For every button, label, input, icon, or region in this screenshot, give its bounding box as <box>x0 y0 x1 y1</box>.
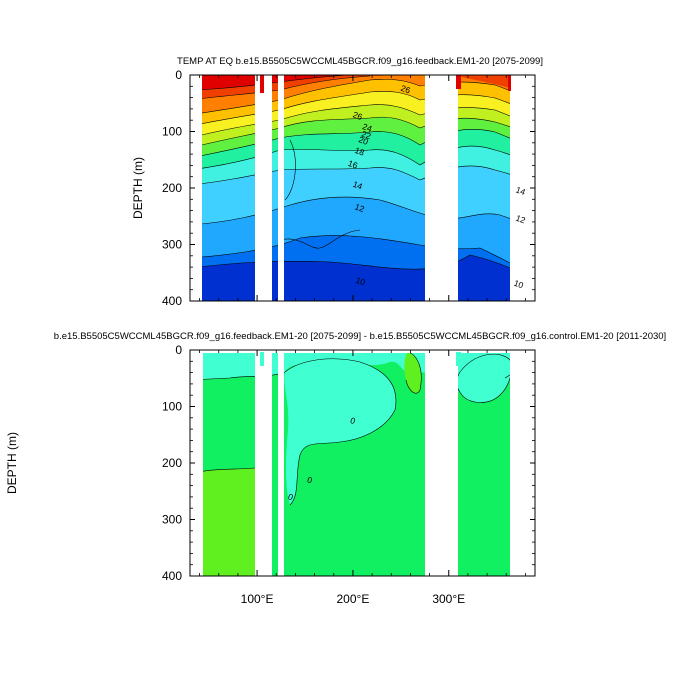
panel1-title: TEMP AT EQ b.e15.B5505C5WCCML45BGCR.f09_… <box>177 56 543 67</box>
panel2-land-gap <box>425 350 458 576</box>
panel1-warm-fleck <box>508 75 511 91</box>
y-tick-label: 0 <box>175 343 182 357</box>
contour-label: 0 <box>349 415 357 426</box>
contour-label: 26 <box>352 109 365 122</box>
x-tick-label: 100°E <box>241 592 274 606</box>
y-tick-label: 300 <box>162 513 182 527</box>
difference-panel: b.e15.B5505C5WCCML45BGCR.f09_g16.feedbac… <box>5 331 666 606</box>
contour-label: 20 <box>357 134 370 147</box>
y-tick-label: 200 <box>162 181 182 195</box>
anom-neg-region <box>404 352 422 394</box>
y-tick-label: 300 <box>162 238 182 252</box>
temperature-panel: TEMP AT EQ b.e15.B5505C5WCCML45BGCR.f09_… <box>131 56 543 308</box>
contour-label: 24 <box>361 121 374 134</box>
y-tick-label: 400 <box>162 569 182 583</box>
panel2-land-gap <box>278 350 284 576</box>
y-tick-label: 200 <box>162 456 182 470</box>
x-tick-label: 200°E <box>337 592 370 606</box>
panel2-ylabel: DEPTH (m) <box>5 432 19 494</box>
contour-label: 14 <box>514 185 527 198</box>
contour-label: 10 <box>354 275 367 288</box>
anom-pos-region <box>456 354 512 403</box>
panel1-warm-fleck <box>456 75 461 89</box>
y-tick-label: 400 <box>162 294 182 308</box>
panel2-land-gap <box>255 350 272 576</box>
x-tick-label: 300°E <box>432 592 465 606</box>
y-tick-label: 0 <box>175 68 182 82</box>
contour-label: 14 <box>352 179 365 192</box>
panel1-warm-fleck <box>260 75 264 93</box>
panel2-pos-fleck <box>260 352 264 366</box>
contour-label: 10 <box>513 278 526 291</box>
anom-pos-region <box>284 358 396 505</box>
panel2-contour-fill <box>190 350 535 576</box>
contour-label: 12 <box>514 213 527 226</box>
contour-label: 0 <box>306 474 314 485</box>
panel2-contour-labels: 000 <box>287 415 357 502</box>
panel1-land-gap <box>425 75 458 301</box>
panel1-land-gap <box>278 75 284 301</box>
panel2-axes: 0 100 200 300 400 100°E 200°E 300°E <box>162 343 535 606</box>
contour-label: 22 <box>360 129 373 142</box>
contour-label: 16 <box>347 158 360 171</box>
panel1-ylabel: DEPTH (m) <box>131 157 145 219</box>
contour-label: 12 <box>353 201 366 214</box>
panel2-title: b.e15.B5505C5WCCML45BGCR.f09_g16.feedbac… <box>54 331 666 342</box>
y-tick-label: 100 <box>162 125 182 139</box>
panel2-pos-fleck <box>456 352 461 366</box>
panel1-land-gap <box>255 75 272 301</box>
y-tick-label: 100 <box>162 400 182 414</box>
contour-label: 18 <box>353 145 366 158</box>
panel1-contour-fill <box>190 75 535 301</box>
contour-label: 0 <box>287 491 295 502</box>
panel2-top-margin <box>190 350 535 353</box>
contour-label: 26 <box>399 83 412 96</box>
panel1-axes: 0 100 200 300 400 <box>162 68 535 308</box>
anom-neg-region <box>190 468 255 576</box>
